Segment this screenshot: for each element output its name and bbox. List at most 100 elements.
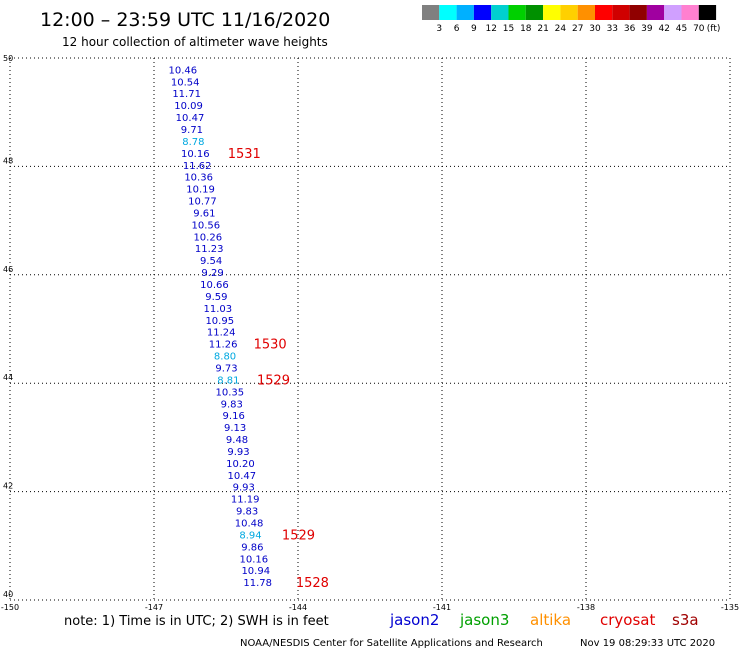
color-swatch [543, 5, 561, 20]
color-swatch [664, 5, 682, 20]
color-swatch [612, 5, 630, 20]
wave-height-value: 9.83 [236, 507, 258, 518]
legend-jason2: jason2 [389, 611, 439, 629]
wave-height-value: 10.20 [226, 459, 255, 470]
color-swatch [646, 5, 665, 20]
color-swatch [508, 5, 526, 20]
wave-height-value: 9.73 [215, 363, 237, 374]
wave-height-value: 8.80 [214, 352, 236, 363]
wave-height-value: 9.48 [226, 435, 248, 446]
wave-height-value: 11.03 [204, 304, 233, 315]
chart-subtitle: 12 hour collection of altimeter wave hei… [62, 35, 328, 49]
color-scale-label: 21 [537, 24, 548, 34]
y-tick-label: 44 [3, 373, 13, 382]
wave-height-value: 11.23 [195, 244, 224, 255]
footer-note: note: 1) Time is in UTC; 2) SWH is in fe… [64, 614, 329, 629]
wave-height-value: 9.61 [193, 208, 215, 219]
wave-height-value: 10.95 [205, 316, 234, 327]
color-swatch [629, 5, 647, 20]
color-scale-label: 27 [572, 24, 583, 34]
color-scale-label: 3 [436, 24, 442, 34]
wave-height-value: 10.26 [193, 232, 222, 243]
wave-height-value: 10.16 [181, 149, 210, 160]
color-swatch [422, 5, 440, 20]
y-tick-label: 48 [3, 156, 13, 165]
wave-height-value: 9.59 [205, 292, 227, 303]
color-swatch [439, 5, 457, 20]
wave-height-value: 10.19 [186, 185, 215, 196]
wave-height-value: 10.16 [240, 554, 269, 565]
color-swatch [525, 5, 544, 20]
wave-height-value: 8.94 [239, 530, 261, 541]
legend-altika: altika [530, 611, 571, 629]
color-scale-label: 15 [503, 24, 514, 34]
legend-s3a: s3a [672, 611, 699, 629]
color-swatch [595, 5, 613, 20]
axis-tick-labels: -150 -147 -144 -141 -138 -135 50 48 46 44 42 40 [1, 54, 739, 612]
color-scale-legend: 3 6 9 12 15 18 21 24 27 30 33 36 39 42 45 70 (ft) [422, 5, 720, 34]
wave-height-value: 10.47 [228, 471, 257, 482]
time-label: 1529 [257, 373, 290, 388]
wave-height-value: 10.47 [176, 113, 205, 124]
wave-height-value: 11.71 [172, 89, 201, 100]
color-scale-unit: (ft) [707, 24, 721, 34]
y-tick-label: 50 [3, 54, 13, 63]
color-scale-label: 36 [624, 24, 636, 34]
plot-grid [9, 57, 731, 601]
color-swatch [698, 5, 717, 20]
wave-height-value: 9.13 [224, 423, 246, 434]
wave-height-value: 10.09 [174, 101, 203, 112]
wave-height-value: 10.66 [200, 280, 229, 291]
color-swatch [456, 5, 474, 20]
wave-height-value: 11.26 [209, 340, 238, 351]
legend-cryosat: cryosat [600, 611, 655, 629]
wave-height-value: 10.36 [184, 173, 213, 184]
wave-height-value: 10.54 [171, 77, 200, 88]
wave-height-value: 11.62 [183, 161, 212, 172]
color-scale-label: 6 [454, 24, 460, 34]
wave-height-value: 11.24 [207, 328, 236, 339]
satellite-legend: jason2 jason3 altika cryosat s3a [389, 611, 699, 629]
color-scale-label: 42 [658, 24, 669, 34]
color-swatch [560, 5, 578, 20]
y-tick-label: 42 [3, 482, 13, 491]
wave-height-value: 10.56 [192, 220, 221, 231]
wave-height-value: 9.29 [201, 268, 223, 279]
wave-height-value: 9.54 [200, 256, 222, 267]
wave-height-value: 9.86 [241, 542, 263, 553]
color-swatch [473, 5, 492, 20]
wave-height-value: 9.71 [181, 125, 203, 136]
wave-height-value: 9.16 [223, 411, 245, 422]
color-swatch [681, 5, 699, 20]
color-swatch [491, 5, 509, 20]
x-tick-label: -144 [289, 603, 307, 612]
time-label: 1531 [228, 147, 261, 162]
color-scale-label: 30 [589, 24, 601, 34]
y-tick-label: 40 [3, 590, 13, 599]
wave-height-value: 11.78 [243, 578, 272, 589]
wave-height-value: 10.48 [235, 518, 264, 529]
color-scale-label: 45 [676, 24, 687, 34]
color-scale-label: 24 [555, 24, 567, 34]
footer-credit: NOAA/NESDIS Center for Satellite Applica… [240, 638, 543, 649]
color-scale-label: 70 [693, 24, 705, 34]
wave-height-value: 9.93 [233, 483, 255, 494]
wave-height-labels: 10.4610.5411.7110.0910.479.718.7810.1611… [168, 65, 272, 589]
color-scale-label: 12 [485, 24, 496, 34]
time-label: 1529 [282, 528, 315, 543]
color-scale-label: 39 [641, 24, 653, 34]
color-scale-label: 18 [520, 24, 532, 34]
color-scale-label: 9 [471, 24, 477, 34]
wave-height-value: 8.81 [217, 375, 239, 386]
x-tick-label: -147 [145, 603, 163, 612]
color-swatch [577, 5, 595, 20]
x-tick-label: -141 [433, 603, 451, 612]
x-tick-label: -150 [1, 603, 19, 612]
time-label: 1528 [296, 576, 329, 591]
wave-height-value: 11.19 [231, 495, 260, 506]
footer-timestamp: Nov 19 08:29:33 UTC 2020 [580, 638, 715, 649]
legend-jason3: jason3 [459, 611, 509, 629]
x-tick-label: -135 [721, 603, 739, 612]
color-scale-label: 33 [607, 24, 618, 34]
